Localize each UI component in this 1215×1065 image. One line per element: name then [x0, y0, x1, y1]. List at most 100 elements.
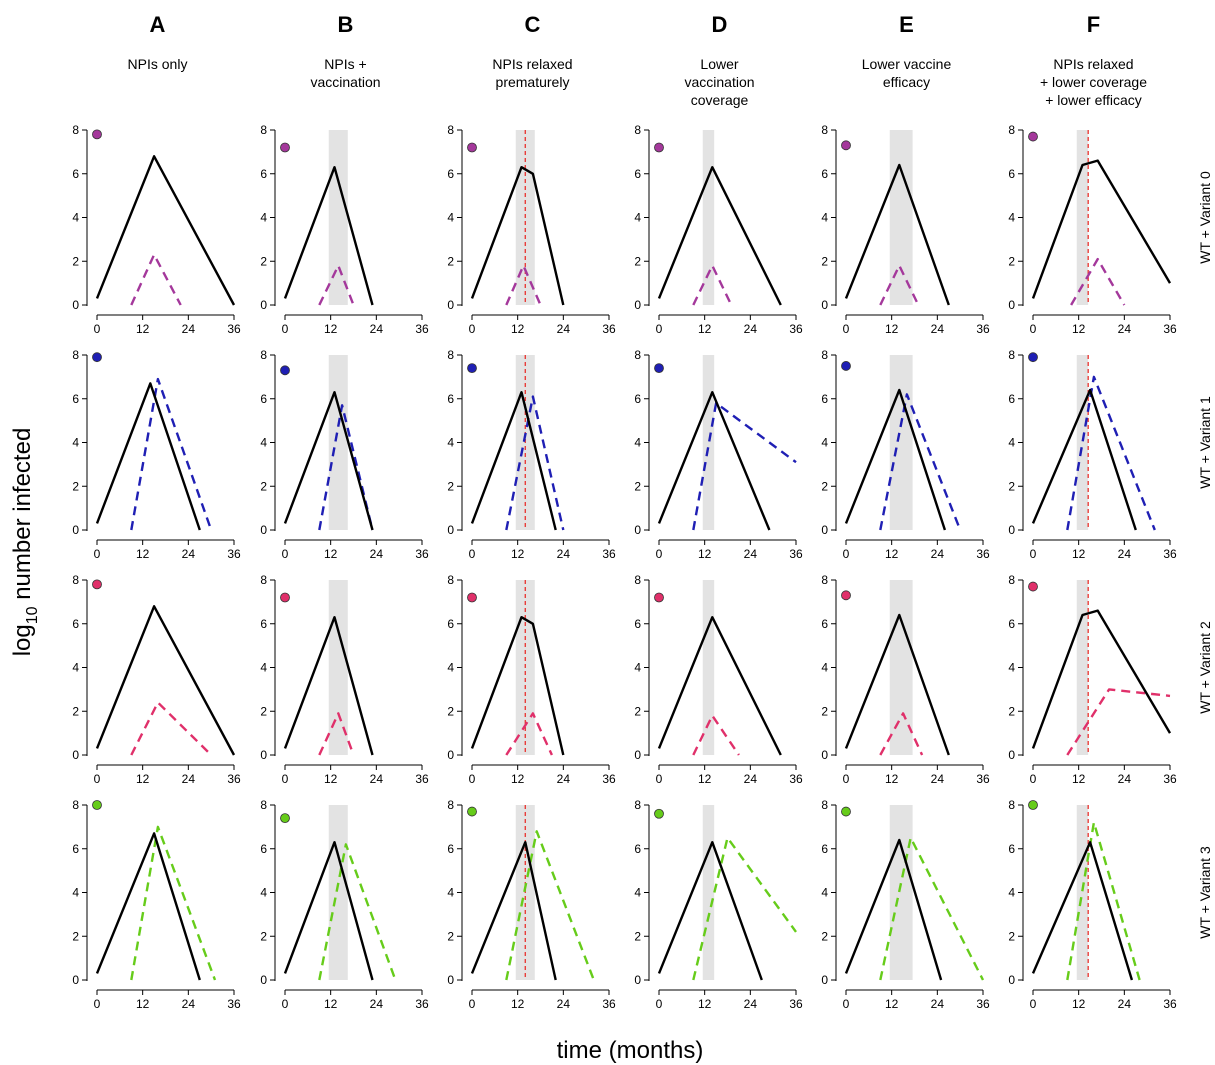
y-tick-label-b-0-2: 2 — [260, 254, 267, 268]
y-tick-label-c-2-0: 0 — [447, 748, 454, 762]
row-labels: WT + Variant 0 WT + Variant 1 WT + Variant… — [1197, 171, 1213, 939]
vaccination-window-d-2 — [702, 580, 715, 755]
column-title-f-line-2: + lower coverage — [1040, 74, 1147, 90]
y-axis-label: log10 number infected — [9, 428, 41, 657]
variant-marker-e-3 — [841, 806, 851, 817]
variant-series-a-2 — [130, 701, 213, 756]
wildtype-series-d-1 — [657, 391, 771, 531]
x-tick-label-d-3-24: 24 — [744, 997, 758, 1011]
variant-marker-c-2 — [467, 592, 477, 603]
wildtype-series-c-3 — [470, 841, 557, 981]
y-tick-label-f-0-2: 2 — [1008, 254, 1015, 268]
x-axis-label: time (months) — [557, 1037, 704, 1064]
y-tick-label-e-1-6: 6 — [821, 392, 828, 406]
wildtype-series-f-2 — [1031, 609, 1172, 749]
y-axis-label-rest: number infected — [9, 428, 36, 607]
x-tick-label-e-0-24: 24 — [931, 322, 945, 336]
variant-marker-a-2 — [92, 579, 102, 590]
x-tick-label-b-3-0: 0 — [282, 997, 289, 1011]
variant-marker-a-3 — [92, 800, 102, 810]
y-tick-label-a-2-4: 4 — [72, 661, 79, 675]
y-tick-label-c-0-6: 6 — [447, 167, 454, 181]
y-tick-label-b-0-6: 6 — [260, 167, 267, 181]
y-tick-label-e-1-4: 4 — [821, 436, 828, 450]
x-tick-label-a-0-0: 0 — [94, 322, 101, 336]
variant-marker-d-2 — [654, 592, 664, 603]
x-tick-label-d-1-0: 0 — [656, 547, 663, 561]
x-tick-label-a-0-12: 12 — [136, 322, 150, 336]
variant-marker-f-2 — [1028, 581, 1038, 592]
x-tick-label-d-2-36: 36 — [789, 772, 803, 786]
y-tick-label-e-2-8: 8 — [821, 573, 828, 587]
y-tick-label-b-2-4: 4 — [260, 661, 267, 675]
x-tick-label-a-3-0: 0 — [94, 997, 101, 1011]
column-title-e-line-2: efficacy — [883, 74, 930, 90]
column-title-c-line-2: prematurely — [496, 74, 570, 90]
x-tick-label-f-3-12: 12 — [1072, 997, 1086, 1011]
y-tick-label-b-1-4: 4 — [260, 436, 267, 450]
y-tick-label-f-2-6: 6 — [1008, 617, 1015, 631]
y-tick-label-f-2-0: 0 — [1008, 748, 1015, 762]
column-headers: A NPIs only B NPIs + vaccination C NPIs relaxe… — [128, 12, 1148, 108]
variant-marker-c-1 — [467, 363, 477, 374]
y-tick-label-e-2-6: 6 — [821, 617, 828, 631]
variant-series-f-3 — [1066, 821, 1141, 981]
column-title-c-line-1: NPIs relaxed — [492, 56, 572, 72]
column-title-f-line-1: NPIs relaxed — [1053, 56, 1133, 72]
x-tick-label-c-1-24: 24 — [557, 547, 571, 561]
y-tick-label-c-2-4: 4 — [447, 661, 454, 675]
variant-series-a-1 — [130, 377, 213, 531]
x-tick-label-e-1-24: 24 — [931, 547, 945, 561]
variant-series-e-1 — [879, 393, 962, 531]
y-tick-label-b-2-8: 8 — [260, 573, 267, 587]
variant-marker-f-3 — [1028, 800, 1038, 810]
vaccination-window-b-0 — [328, 130, 348, 305]
variant-marker-b-3 — [280, 813, 290, 824]
y-tick-label-f-0-6: 6 — [1008, 167, 1015, 181]
y-tick-label-a-0-0: 0 — [72, 298, 79, 312]
row-label-variant-0: WT + Variant 0 — [1197, 171, 1213, 264]
wildtype-series-c-1 — [470, 391, 557, 531]
y-tick-label-b-3-8: 8 — [260, 798, 267, 812]
y-tick-label-e-2-0: 0 — [821, 748, 828, 762]
y-tick-label-a-1-2: 2 — [72, 479, 79, 493]
column-letter-b: B — [338, 12, 354, 37]
x-tick-label-e-3-12: 12 — [885, 997, 899, 1011]
x-tick-label-f-2-24: 24 — [1118, 772, 1132, 786]
y-tick-label-d-2-6: 6 — [634, 617, 641, 631]
x-tick-label-c-0-12: 12 — [511, 322, 525, 336]
variant-marker-e-2 — [841, 590, 851, 601]
wildtype-series-c-0 — [470, 165, 565, 306]
y-tick-label-e-2-2: 2 — [821, 704, 828, 718]
row-label-variant-1: WT + Variant 1 — [1197, 396, 1213, 489]
vaccination-window-d-1 — [702, 355, 715, 530]
y-tick-label-e-1-2: 2 — [821, 479, 828, 493]
y-tick-label-d-2-2: 2 — [634, 704, 641, 718]
x-tick-label-c-3-24: 24 — [557, 997, 571, 1011]
y-tick-label-f-3-4: 4 — [1008, 886, 1015, 900]
x-tick-label-e-2-12: 12 — [885, 772, 899, 786]
y-tick-label-f-0-8: 8 — [1008, 123, 1015, 137]
y-tick-label-a-2-0: 0 — [72, 748, 79, 762]
y-tick-label-b-2-2: 2 — [260, 704, 267, 718]
variant-series-f-2 — [1066, 688, 1171, 756]
y-tick-label-c-3-8: 8 — [447, 798, 454, 812]
y-tick-label-b-2-6: 6 — [260, 617, 267, 631]
y-tick-label-b-3-6: 6 — [260, 842, 267, 856]
x-tick-label-c-3-12: 12 — [511, 997, 525, 1011]
variant-marker-b-1 — [280, 365, 290, 376]
x-tick-label-b-1-12: 12 — [324, 547, 338, 561]
y-tick-label-b-0-8: 8 — [260, 123, 267, 137]
x-tick-label-f-1-0: 0 — [1030, 547, 1037, 561]
y-axis-label-log: log — [9, 624, 36, 656]
x-tick-label-f-2-0: 0 — [1030, 772, 1037, 786]
y-tick-label-f-1-0: 0 — [1008, 523, 1015, 537]
x-tick-label-a-2-36: 36 — [227, 772, 241, 786]
x-tick-label-d-0-12: 12 — [698, 322, 712, 336]
x-tick-label-c-0-36: 36 — [602, 322, 616, 336]
